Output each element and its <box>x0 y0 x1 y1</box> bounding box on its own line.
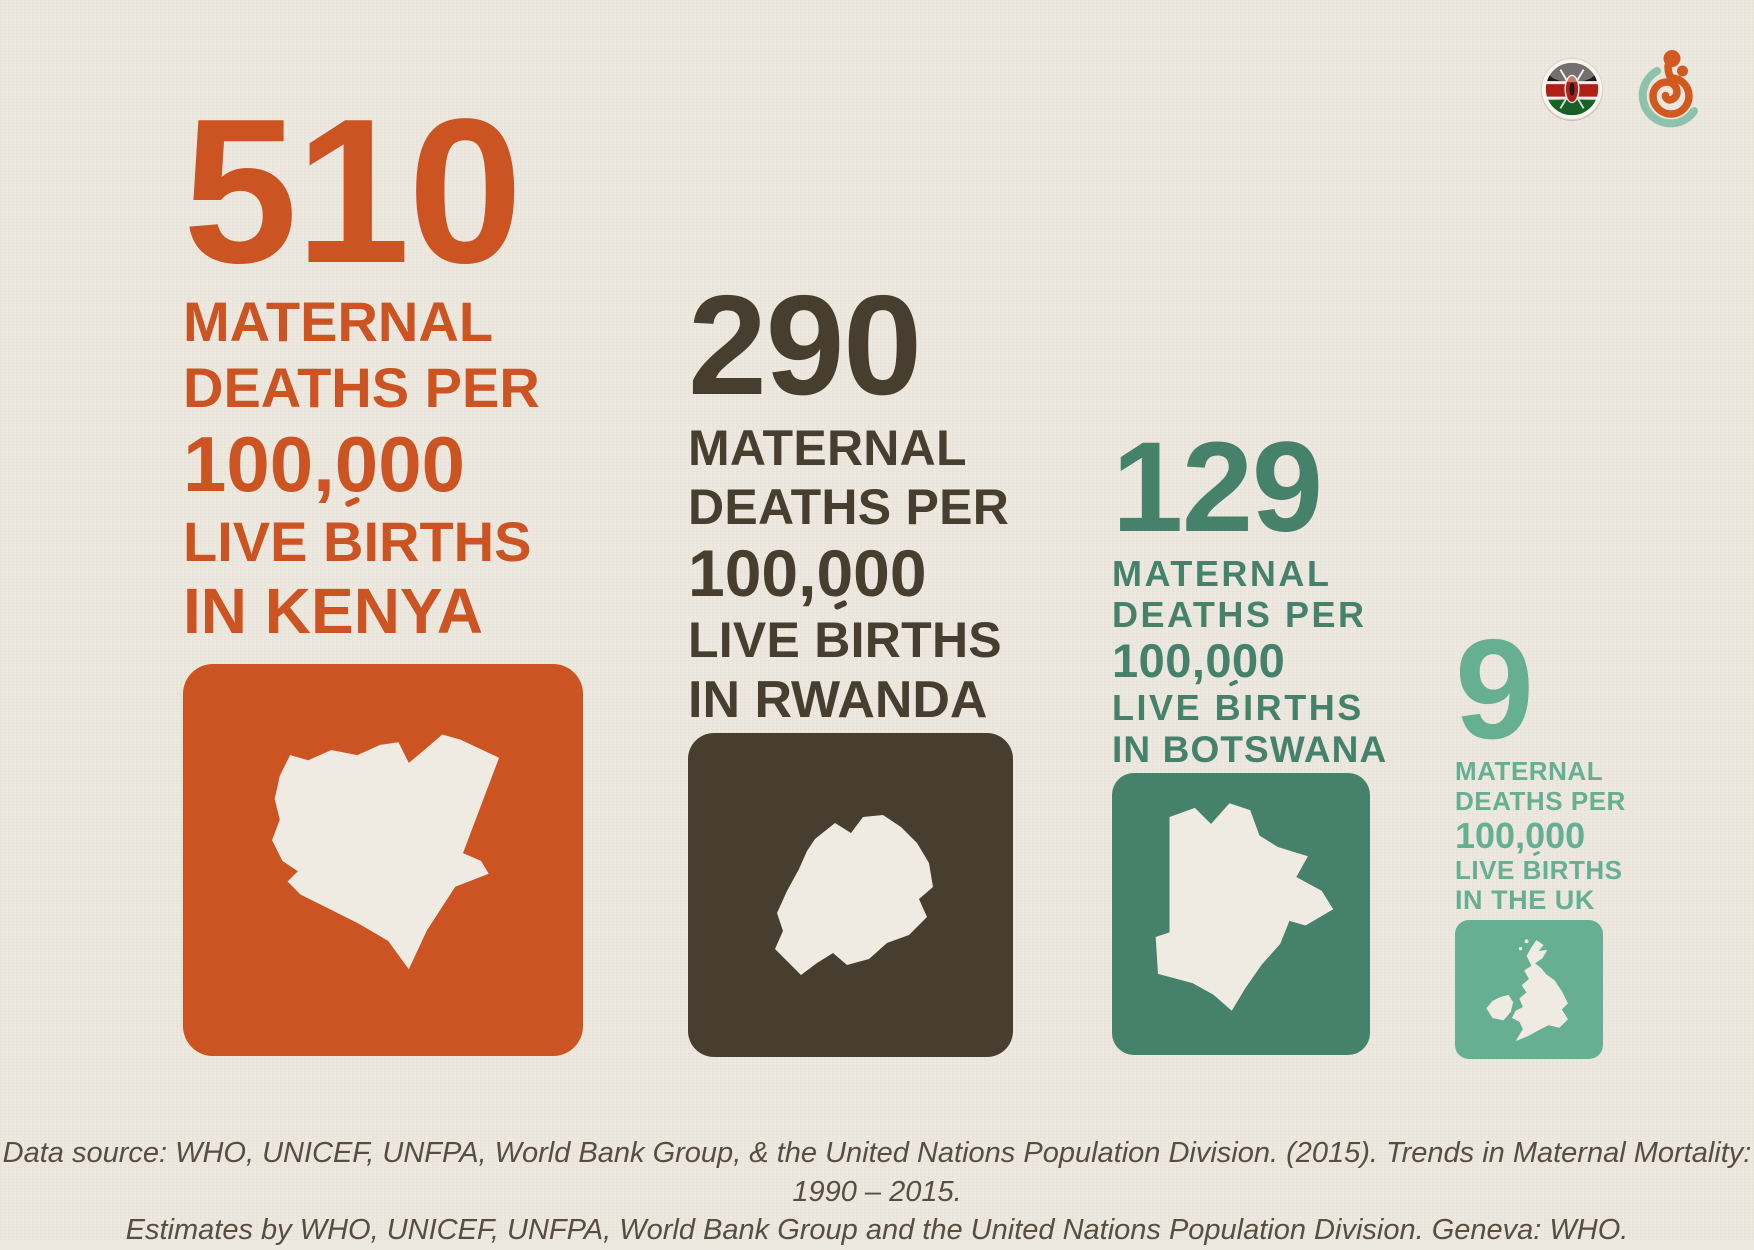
kenya-flag-badge-graphic <box>1540 57 1604 121</box>
kenya-denominator-label: 100,000 <box>183 420 465 509</box>
botswana-map-tile <box>1112 772 1370 1055</box>
botswana-column: 129 MATERNAL DEATHS PER 100,000 LIVE BIR… <box>1112 416 1388 1055</box>
rwanda-map-icon <box>774 814 933 975</box>
data-source-line1: Data source: WHO, UNICEF, UNFPA, World B… <box>2 1137 1752 1208</box>
botswana-births-word: BIRTHS <box>1214 687 1364 729</box>
rwanda-value: 290 <box>688 266 922 425</box>
botswana-denominator-label: 100,000 <box>1112 633 1286 687</box>
rwanda-maternal-label: MATERNAL <box>688 419 967 476</box>
mother-child-logo-graphic <box>1638 50 1698 128</box>
rwanda-births-word: BIRTHS <box>814 611 1002 668</box>
uk-maternal-label: MATERNAL <box>1455 755 1604 786</box>
uk-denominator-label: 100,000 <box>1455 815 1586 857</box>
kenya-location-label: IN KENYA <box>183 574 483 647</box>
uk-deaths-per-label: DEATHS PER <box>1455 785 1626 816</box>
kenya-deaths-per-label: DEATHS PER <box>183 356 540 420</box>
kenya-maternal-label: MATERNAL <box>183 290 494 354</box>
botswana-map-icon <box>1155 802 1334 1011</box>
kenya-live-births-label: LIVE BIRTHS <box>183 509 583 575</box>
uk-live-word: LIVE <box>1455 855 1515 886</box>
botswana-location-label: IN BOTSWANA <box>1112 728 1388 770</box>
botswana-maternal-label: MATERNAL <box>1112 552 1332 594</box>
rwanda-live-births-label: LIVE BIRTHS <box>688 611 1013 670</box>
kenya-map-tile <box>183 664 583 1057</box>
rwanda-live-word: LIVE <box>688 611 801 668</box>
data-source-note: Data source: WHO, UNICEF, UNFPA, World B… <box>0 1134 1754 1250</box>
mother-child-logo-icon <box>1638 48 1708 130</box>
rwanda-denominator-label: 100,000 <box>688 535 927 610</box>
uk-column: 9 MATERNAL DEATHS PER 100,000 LIVE BIRTH… <box>1455 610 1626 1060</box>
botswana-deaths-per-label: DEATHS PER <box>1112 593 1367 635</box>
rwanda-map-tile <box>688 732 1013 1057</box>
kenya-value: 510 <box>183 76 523 306</box>
kenya-column: 510 MATERNAL DEATHS PER 100,000 LIVE BIR… <box>183 76 583 1057</box>
botswana-live-word: LIVE <box>1112 687 1203 729</box>
uk-map-icon <box>1486 939 1568 1041</box>
kenya-births-word: BIRTHS <box>323 509 531 575</box>
botswana-live-births-label: LIVE BIRTHS <box>1112 687 1370 728</box>
uk-live-births-label: LIVE BIRTHS <box>1455 855 1622 886</box>
rwanda-deaths-per-label: DEATHS PER <box>688 478 1010 535</box>
uk-map-tile <box>1455 920 1603 1060</box>
uk-location-label: IN THE UK <box>1455 884 1595 915</box>
kenya-map-icon <box>272 734 500 970</box>
data-source-line2: Estimates by WHO, UNICEF, UNFPA, World B… <box>125 1214 1629 1247</box>
kenya-flag-icon <box>1540 57 1604 121</box>
uk-births-word: BIRTHS <box>1522 855 1623 886</box>
botswana-value: 129 <box>1112 416 1323 559</box>
kenya-live-word: LIVE <box>183 509 308 573</box>
rwanda-location-label: IN RWANDA <box>688 670 988 729</box>
rwanda-column: 290 MATERNAL DEATHS PER 100,000 LIVE BIR… <box>688 266 1013 1057</box>
uk-value: 9 <box>1455 610 1534 769</box>
